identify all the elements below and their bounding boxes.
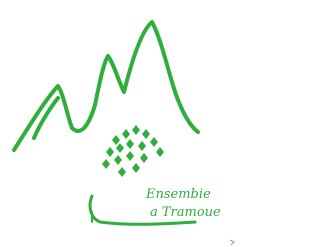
logo-line-2: a Tramoue xyxy=(150,205,221,220)
mountain-outline xyxy=(14,22,198,150)
logo-line-1: Ensembie xyxy=(145,187,211,202)
logo: Ensembie a Tramoue xyxy=(0,0,256,247)
arrow-mark xyxy=(230,240,234,245)
page: {"logo": {"line1": "Ensembie", "line2": … xyxy=(0,0,256,247)
tree-cluster xyxy=(102,125,164,177)
